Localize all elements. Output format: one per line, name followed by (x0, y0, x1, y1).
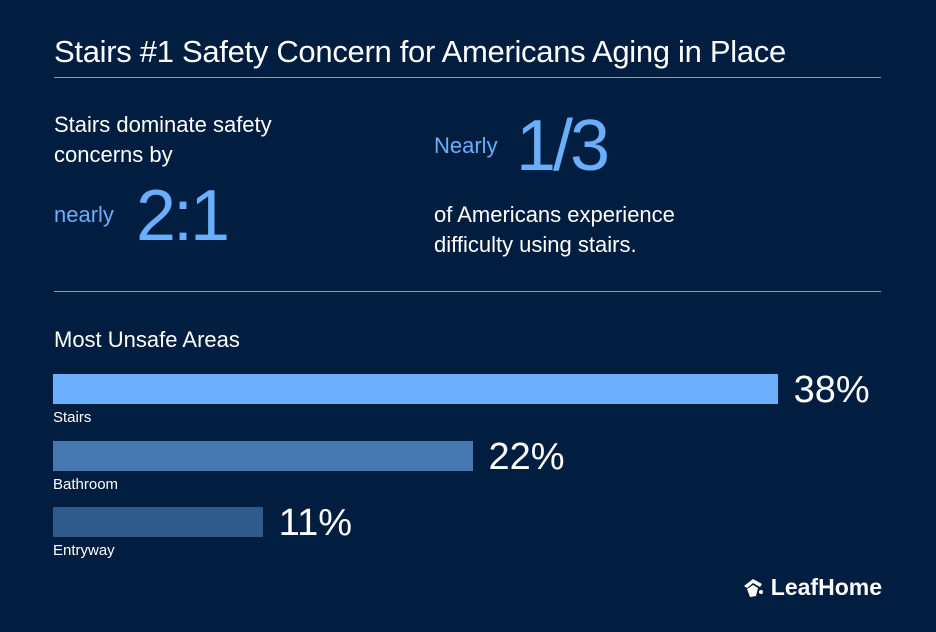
stat-1-value: 2:1 (136, 176, 230, 256)
divider (54, 291, 881, 292)
stat-1-line-2: concerns by (54, 142, 173, 167)
bar-label: Bathroom (53, 475, 119, 493)
page-title: Stairs #1 Safety Concern for Americans A… (54, 34, 786, 69)
bar-value: 22% (488, 435, 565, 478)
bar-bathroom (53, 440, 473, 471)
stat-2: of Americans experience difficulty using… (434, 200, 675, 260)
bar-value: 11% (278, 502, 353, 544)
chart-title: Most Unsafe Areas (54, 327, 240, 352)
divider (54, 77, 881, 78)
bar-stairs (53, 374, 778, 404)
stat-2-prefix: Nearly (434, 133, 498, 158)
stat-2-line-1: of Americans experience (434, 202, 675, 227)
logo-text: LeafHome (770, 574, 882, 600)
stat-1-prefix: nearly (54, 202, 114, 227)
leaf-house-icon (743, 578, 763, 597)
logo: LeafHome (741, 574, 882, 601)
stat-2-line-2: difficulty using stairs. (434, 232, 637, 257)
stat-1-line-1: Stairs dominate safety (54, 112, 272, 137)
bar-label: Entryway (53, 542, 115, 559)
bar-entryway (53, 507, 263, 537)
stat-2-value: 1/3 (516, 106, 610, 186)
stat-1: Stairs dominate safety concerns by (54, 110, 272, 170)
bar-value: 38% (793, 369, 870, 411)
bar-label: Stairs (53, 409, 92, 426)
